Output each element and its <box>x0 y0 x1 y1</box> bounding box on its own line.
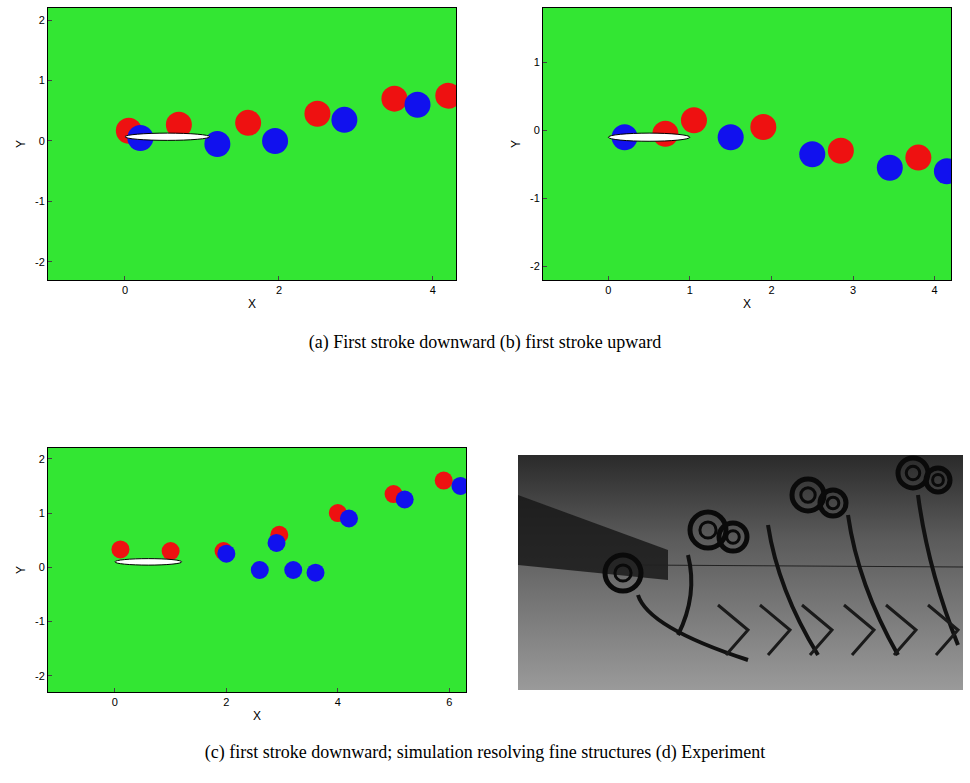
svg-text:0: 0 <box>605 284 611 296</box>
svg-text:1: 1 <box>39 507 45 519</box>
svg-text:0: 0 <box>39 561 45 573</box>
svg-text:1: 1 <box>534 56 540 68</box>
svg-text:-1: -1 <box>530 192 540 204</box>
svg-text:0: 0 <box>122 284 128 296</box>
html-text:(c) first stroke downward; sim: (c) first stroke downward; simulation re… <box>204 742 766 762</box>
svg-text:X: X <box>248 297 256 311</box>
svg-text:-2: -2 <box>530 260 540 272</box>
svg-text:2: 2 <box>768 284 774 296</box>
svg-text:1: 1 <box>687 284 693 296</box>
svg-text:4: 4 <box>335 696 341 708</box>
svg-text:4: 4 <box>932 284 938 296</box>
svg-text:2: 2 <box>39 14 45 26</box>
svg-text:4: 4 <box>430 284 436 296</box>
svg-text:-1: -1 <box>35 615 45 627</box>
svg-text:-1: -1 <box>35 195 45 207</box>
svg-text:-2: -2 <box>35 670 45 682</box>
svg-text:Y: Y <box>14 566 28 574</box>
svg-text:Y: Y <box>14 140 28 148</box>
svg-text:3: 3 <box>850 284 856 296</box>
svg-text:2: 2 <box>39 453 45 465</box>
html-text:(a) First stroke downward (b): (a) First stroke downward (b) first stro… <box>308 332 662 352</box>
svg-text:X: X <box>743 297 751 311</box>
svg-text:Y: Y <box>509 140 523 148</box>
svg-text:0: 0 <box>39 135 45 147</box>
svg-text:0: 0 <box>112 696 118 708</box>
svg-text:0: 0 <box>534 124 540 136</box>
svg-text:2: 2 <box>223 696 229 708</box>
svg-text:X: X <box>253 709 261 723</box>
svg-text:2: 2 <box>276 284 282 296</box>
svg-text:1: 1 <box>39 74 45 86</box>
svg-text:6: 6 <box>446 696 452 708</box>
svg-text:-2: -2 <box>35 256 45 268</box>
